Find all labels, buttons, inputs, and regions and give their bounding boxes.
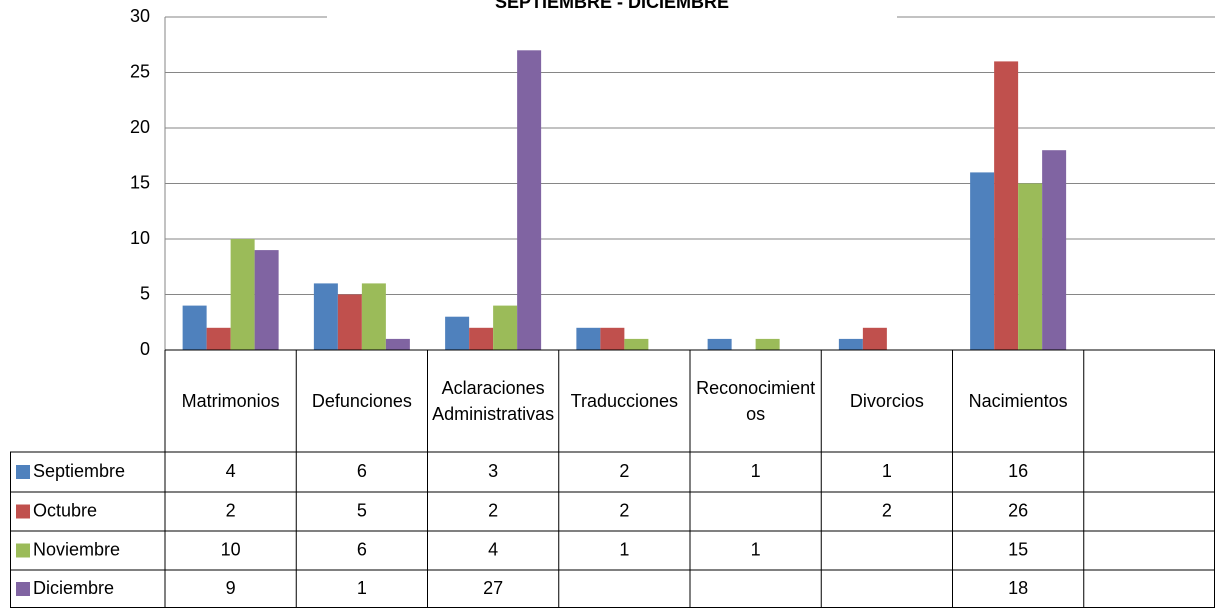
bar xyxy=(230,239,255,350)
y-tick-label: 0 xyxy=(140,339,150,359)
x-tick-label: Defunciones xyxy=(311,391,412,411)
legend-key xyxy=(16,465,30,479)
legend-label: Septiembre xyxy=(33,461,125,481)
table-cell: 2 xyxy=(488,500,498,520)
chart-title: SEPTIEMBRE - DICIEMBRE xyxy=(495,0,729,12)
bar xyxy=(1018,183,1043,350)
table-cell: 1 xyxy=(882,461,892,481)
x-tick-label: Divorcios xyxy=(849,391,924,411)
legend-label: Diciembre xyxy=(33,578,114,598)
table-cell: 27 xyxy=(483,578,503,598)
legend-key xyxy=(16,543,30,558)
y-tick-label: 30 xyxy=(130,6,150,26)
bar xyxy=(838,338,863,350)
table-cell: 1 xyxy=(357,578,367,598)
bar xyxy=(206,327,231,350)
y-tick-label: 5 xyxy=(140,283,150,303)
bar xyxy=(862,327,887,350)
table-cell: 2 xyxy=(226,500,236,520)
table-cell: 4 xyxy=(488,539,498,559)
table-cell: 1 xyxy=(751,461,761,481)
bar xyxy=(361,283,386,350)
bar xyxy=(445,316,470,350)
bar xyxy=(385,338,410,350)
table-cell: 4 xyxy=(226,461,236,481)
legend-key xyxy=(16,582,30,596)
table-cell: 6 xyxy=(357,461,367,481)
y-tick-label: 25 xyxy=(130,61,150,81)
x-tick-label: Matrimonios xyxy=(181,391,280,411)
table-cell: 1 xyxy=(619,539,629,559)
bar xyxy=(337,294,362,350)
x-tick-label: Aclaraciones Administrativas xyxy=(432,378,555,424)
table-cell: 18 xyxy=(1008,578,1028,598)
y-tick-label: 20 xyxy=(130,117,150,137)
bar xyxy=(707,338,732,350)
x-tick-label: Traducciones xyxy=(570,391,679,411)
table-cell: 2 xyxy=(882,500,892,520)
title-background xyxy=(327,0,897,26)
table-cell: 3 xyxy=(488,461,498,481)
x-tick-label: Nacimientos xyxy=(968,391,1068,411)
bar xyxy=(755,338,780,350)
table-cell: 16 xyxy=(1008,461,1028,481)
bar xyxy=(624,338,649,350)
bar xyxy=(182,305,207,350)
table-cell: 9 xyxy=(226,578,236,598)
table-cell: 2 xyxy=(619,500,629,520)
legend-label: Octubre xyxy=(33,500,97,520)
table-cell: 15 xyxy=(1008,539,1028,559)
table-cell: 6 xyxy=(357,539,367,559)
legend-label: Noviembre xyxy=(33,539,120,559)
y-tick-label: 10 xyxy=(130,228,150,248)
y-tick-label: 15 xyxy=(130,172,150,192)
table-cell: 5 xyxy=(357,500,367,520)
bar xyxy=(970,172,995,350)
legend-key xyxy=(16,504,30,519)
bar xyxy=(600,327,625,350)
bar xyxy=(994,61,1019,351)
table-cell: 2 xyxy=(619,461,629,481)
table-cell: 26 xyxy=(1008,500,1028,520)
table-cell: 1 xyxy=(751,539,761,559)
bar xyxy=(576,327,601,350)
bar xyxy=(1042,150,1067,350)
bar xyxy=(254,250,279,350)
bar xyxy=(469,327,494,350)
bar xyxy=(493,305,518,350)
bar xyxy=(517,50,542,351)
table-cell: 10 xyxy=(221,539,241,559)
bar xyxy=(313,283,338,350)
x-tick-label: Reconocimientos xyxy=(696,378,816,424)
